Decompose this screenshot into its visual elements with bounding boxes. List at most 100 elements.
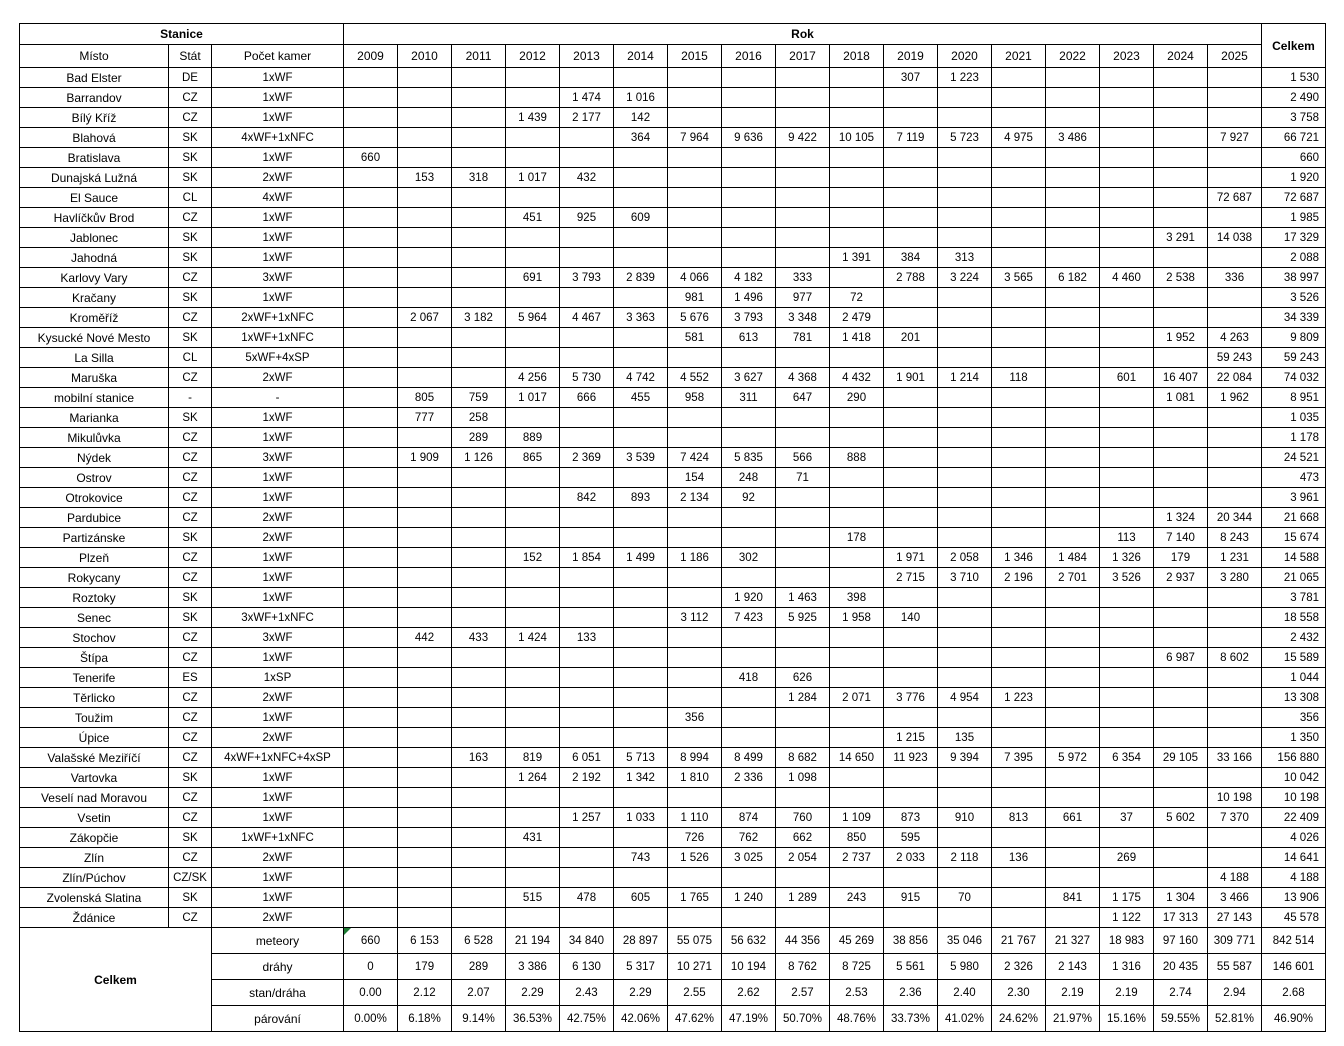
- year-value-cell[interactable]: [991, 607, 1046, 628]
- year-value-cell[interactable]: 626: [775, 667, 830, 688]
- year-value-cell[interactable]: [451, 907, 506, 928]
- year-value-cell[interactable]: 874: [721, 807, 776, 828]
- year-value-cell[interactable]: 4 263: [1207, 327, 1262, 348]
- year-header[interactable]: 2011: [451, 44, 506, 68]
- year-value-cell[interactable]: [667, 727, 722, 748]
- year-value-cell[interactable]: [451, 667, 506, 688]
- country-cell[interactable]: CZ: [168, 647, 212, 668]
- year-value-cell[interactable]: [829, 547, 884, 568]
- year-value-cell[interactable]: [667, 427, 722, 448]
- year-value-cell[interactable]: 1 474: [559, 87, 614, 108]
- year-value-cell[interactable]: 9 422: [775, 127, 830, 148]
- year-value-cell[interactable]: [1099, 867, 1154, 888]
- summary-value-cell[interactable]: 44 356: [775, 927, 830, 954]
- year-value-cell[interactable]: [613, 167, 668, 188]
- year-header[interactable]: 2010: [397, 44, 452, 68]
- year-value-cell[interactable]: 7 964: [667, 127, 722, 148]
- year-value-cell[interactable]: [343, 167, 398, 188]
- year-value-cell[interactable]: [667, 107, 722, 128]
- year-value-cell[interactable]: [505, 647, 560, 668]
- year-value-cell[interactable]: [1045, 327, 1100, 348]
- year-value-cell[interactable]: [829, 627, 884, 648]
- year-value-cell[interactable]: [1153, 607, 1208, 628]
- summary-value-cell[interactable]: 52.81%: [1207, 1005, 1262, 1032]
- year-value-cell[interactable]: [775, 187, 830, 208]
- year-value-cell[interactable]: 7 395: [991, 747, 1046, 768]
- year-value-cell[interactable]: [343, 127, 398, 148]
- year-value-cell[interactable]: [505, 707, 560, 728]
- row-total-cell[interactable]: 15 589: [1261, 647, 1326, 668]
- year-value-cell[interactable]: 3 565: [991, 267, 1046, 288]
- year-value-cell[interactable]: 2 479: [829, 307, 884, 328]
- cameras-cell[interactable]: 1xWF: [211, 247, 344, 268]
- year-header[interactable]: 2021: [991, 44, 1046, 68]
- station-name-cell[interactable]: Bílý Kříž: [19, 107, 169, 128]
- country-cell[interactable]: CZ: [168, 627, 212, 648]
- year-value-cell[interactable]: [613, 727, 668, 748]
- year-value-cell[interactable]: [721, 67, 776, 88]
- row-total-cell[interactable]: 72 687: [1261, 187, 1326, 208]
- row-total-cell[interactable]: 14 588: [1261, 547, 1326, 568]
- year-value-cell[interactable]: [1207, 627, 1262, 648]
- year-value-cell[interactable]: [1099, 607, 1154, 628]
- year-value-cell[interactable]: [1045, 527, 1100, 548]
- summary-value-cell[interactable]: 2.62: [721, 979, 776, 1006]
- year-value-cell[interactable]: 152: [505, 547, 560, 568]
- year-value-cell[interactable]: [505, 227, 560, 248]
- year-value-cell[interactable]: [937, 827, 992, 848]
- country-cell[interactable]: CZ: [168, 567, 212, 588]
- year-value-cell[interactable]: 142: [613, 107, 668, 128]
- summary-value-cell[interactable]: 5 317: [613, 953, 668, 980]
- year-value-cell[interactable]: 3 466: [1207, 887, 1262, 908]
- year-value-cell[interactable]: [829, 407, 884, 428]
- year-value-cell[interactable]: 2 033: [883, 847, 938, 868]
- year-value-cell[interactable]: [883, 587, 938, 608]
- summary-value-cell[interactable]: 47.19%: [721, 1005, 776, 1032]
- year-value-cell[interactable]: 118: [991, 367, 1046, 388]
- year-value-cell[interactable]: [883, 647, 938, 668]
- summary-value-cell[interactable]: 45 269: [829, 927, 884, 954]
- year-value-cell[interactable]: [667, 787, 722, 808]
- year-value-cell[interactable]: 759: [451, 387, 506, 408]
- year-value-cell[interactable]: [451, 887, 506, 908]
- year-value-cell[interactable]: [559, 827, 614, 848]
- year-value-cell[interactable]: [883, 627, 938, 648]
- summary-value-cell[interactable]: 97 160: [1153, 927, 1208, 954]
- year-value-cell[interactable]: [451, 547, 506, 568]
- year-value-cell[interactable]: 2 369: [559, 447, 614, 468]
- year-value-cell[interactable]: [1045, 367, 1100, 388]
- year-value-cell[interactable]: [829, 107, 884, 128]
- year-value-cell[interactable]: [397, 127, 452, 148]
- year-value-cell[interactable]: 2 937: [1153, 567, 1208, 588]
- year-value-cell[interactable]: 3 182: [451, 307, 506, 328]
- cameras-cell[interactable]: 1xWF: [211, 787, 344, 808]
- year-value-cell[interactable]: 7 119: [883, 127, 938, 148]
- row-total-cell[interactable]: 1 985: [1261, 207, 1326, 228]
- year-value-cell[interactable]: [1207, 147, 1262, 168]
- year-value-cell[interactable]: 893: [613, 487, 668, 508]
- year-value-cell[interactable]: 1 126: [451, 447, 506, 468]
- year-header[interactable]: 2025: [1207, 44, 1262, 68]
- summary-value-cell[interactable]: 21 194: [505, 927, 560, 954]
- year-value-cell[interactable]: 163: [451, 747, 506, 768]
- year-value-cell[interactable]: 5 835: [721, 447, 776, 468]
- year-value-cell[interactable]: [937, 767, 992, 788]
- year-value-cell[interactable]: 6 354: [1099, 747, 1154, 768]
- year-value-cell[interactable]: [343, 387, 398, 408]
- year-value-cell[interactable]: [505, 847, 560, 868]
- year-value-cell[interactable]: [1045, 587, 1100, 608]
- year-value-cell[interactable]: [505, 347, 560, 368]
- summary-value-cell[interactable]: 21 327: [1045, 927, 1100, 954]
- year-value-cell[interactable]: 3 710: [937, 567, 992, 588]
- year-value-cell[interactable]: [397, 687, 452, 708]
- year-value-cell[interactable]: [721, 507, 776, 528]
- year-value-cell[interactable]: [1153, 787, 1208, 808]
- year-value-cell[interactable]: [1207, 767, 1262, 788]
- cameras-cell[interactable]: 1xWF: [211, 467, 344, 488]
- year-value-cell[interactable]: [721, 707, 776, 728]
- cameras-cell[interactable]: 2xWF: [211, 847, 344, 868]
- year-value-cell[interactable]: 451: [505, 207, 560, 228]
- year-value-cell[interactable]: [829, 87, 884, 108]
- country-cell[interactable]: CZ: [168, 907, 212, 928]
- year-value-cell[interactable]: 1 304: [1153, 887, 1208, 908]
